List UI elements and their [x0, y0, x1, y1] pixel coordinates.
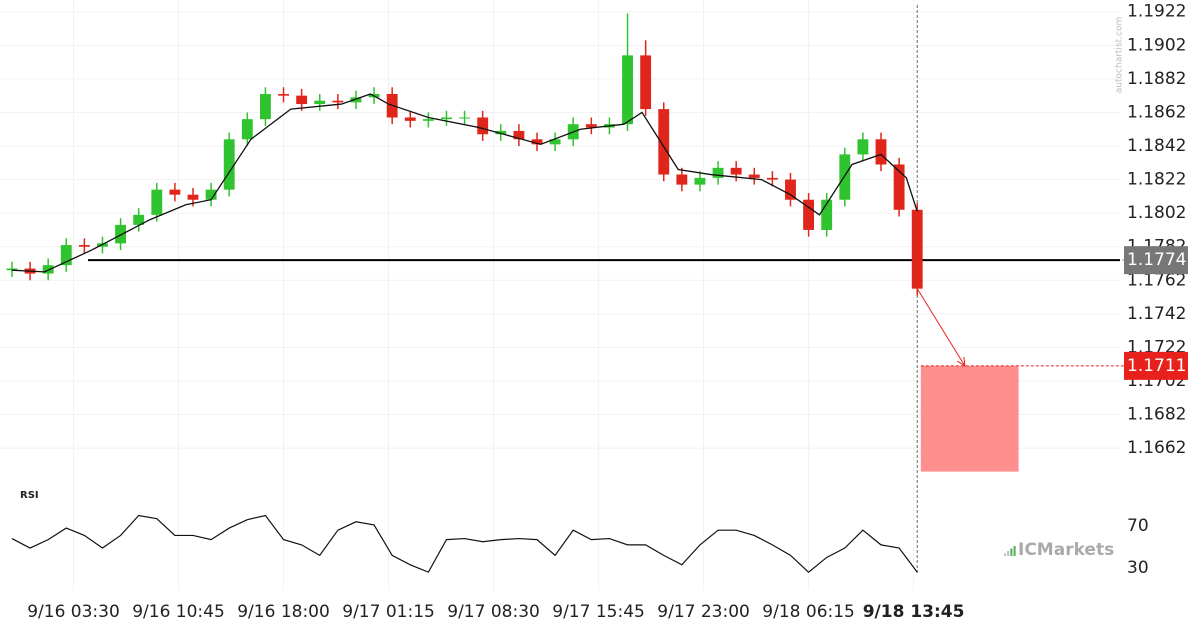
candle-body [404, 117, 416, 121]
candle-body [658, 109, 670, 175]
candle-body [549, 139, 561, 145]
x-tick-label: 9/18 06:15 [762, 602, 855, 622]
candle-body [748, 174, 760, 178]
x-tick-label: 9/16 10:45 [132, 602, 225, 622]
candle-body [839, 154, 851, 200]
rsi-line [11, 514, 918, 573]
candle-body [785, 179, 796, 200]
target-price-label-box [1124, 351, 1188, 380]
candle-body [223, 139, 235, 190]
candle-body [712, 167, 724, 178]
candle-body [585, 124, 597, 128]
rsi-title: RSI [20, 490, 39, 501]
y-tick-label: 1.1922 [1127, 2, 1186, 22]
candle-body [314, 100, 326, 105]
candle-body [278, 93, 289, 96]
rsi-tick-label: 30 [1127, 558, 1149, 578]
y-tick-label: 1.1802 [1127, 203, 1186, 223]
candle-body [350, 97, 362, 103]
x-tick-label: 9/16 18:00 [237, 602, 330, 622]
candle-body [495, 130, 507, 135]
candle-body [133, 214, 145, 225]
candle-body [332, 100, 344, 103]
brand-icon [1007, 551, 1010, 556]
y-tick-label: 1.1662 [1127, 438, 1186, 458]
candle-body [169, 189, 181, 195]
x-tick-label: 9/16 03:30 [27, 602, 120, 622]
candle-body [513, 130, 525, 140]
candle-body [241, 119, 253, 140]
candle-body [676, 174, 688, 185]
candle-body [893, 164, 905, 210]
candle-body [911, 209, 923, 289]
brand-icon [1004, 553, 1006, 556]
x-tick-label: 9/17 08:30 [447, 602, 540, 622]
candle-body [730, 167, 742, 175]
candle-body [422, 119, 434, 121]
y-tick-label: 1.1762 [1127, 270, 1186, 290]
candle-body [42, 265, 54, 274]
candle-body [296, 95, 308, 105]
candle-body [803, 199, 815, 230]
candle-body [115, 224, 127, 244]
candle-body [875, 139, 887, 165]
target-price-label: 1.1711 [1127, 356, 1186, 376]
candle-body [857, 139, 869, 155]
candle-body [477, 117, 489, 135]
candle-body [205, 189, 217, 200]
candle-body [531, 139, 543, 145]
brand: ICMarkets [1018, 540, 1114, 560]
x-tick-label: 9/18 13:45 [863, 602, 965, 622]
x-tick-label: 9/17 01:15 [342, 602, 435, 622]
y-tick-label: 1.1682 [1127, 405, 1186, 425]
candle-body [6, 268, 18, 271]
candle-body [459, 117, 471, 119]
current-price-label: 1.1774 [1127, 250, 1186, 270]
y-tick-label: 1.1822 [1127, 170, 1186, 190]
candle-body [151, 189, 163, 215]
arrow-head [956, 356, 966, 367]
candle-body [259, 93, 271, 120]
candle-body [622, 55, 633, 125]
watermark: autochartist.com [1115, 17, 1125, 93]
y-tick-label: 1.1902 [1127, 35, 1186, 55]
candle-body [60, 245, 72, 266]
target-zone [920, 365, 1019, 472]
candle-body [821, 199, 833, 230]
rsi-tick-label: 70 [1127, 516, 1149, 536]
y-tick-label: 1.1882 [1127, 69, 1186, 89]
candle-body [187, 194, 199, 200]
brand-icon [1010, 548, 1013, 556]
moving-average [11, 93, 918, 273]
x-tick-label: 9/17 15:45 [552, 602, 645, 622]
candle-body [694, 177, 706, 185]
y-tick-label: 1.1842 [1127, 136, 1186, 156]
y-tick-label: 1.1742 [1127, 304, 1186, 324]
brand-icon [1013, 546, 1016, 556]
x-tick-label: 9/17 23:00 [657, 602, 750, 622]
y-tick-label: 1.1862 [1127, 102, 1186, 122]
forecast-arrow [916, 288, 966, 367]
candle-body [640, 55, 652, 110]
current-price-label-box [1124, 246, 1188, 275]
candle-body [441, 117, 452, 120]
candle-body [766, 177, 778, 180]
candle-body [78, 245, 90, 247]
